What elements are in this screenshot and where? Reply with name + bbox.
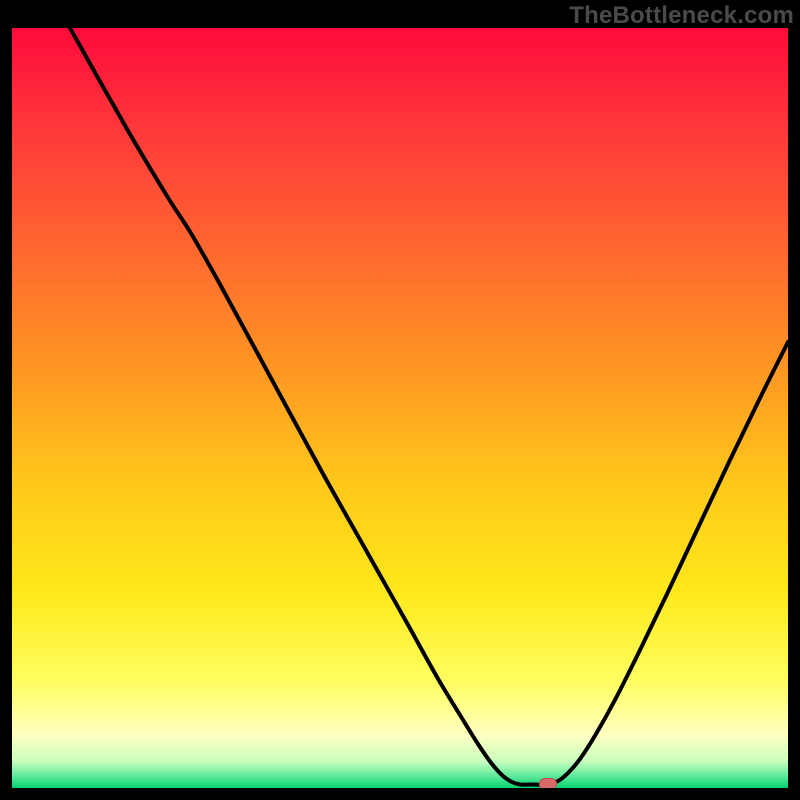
frame-right: [788, 0, 800, 800]
watermark-text: TheBottleneck.com: [569, 2, 794, 30]
optimal-point-marker: [539, 778, 557, 788]
plot-area: [12, 28, 788, 788]
curve-path: [70, 28, 788, 785]
frame-left: [0, 0, 12, 800]
frame-bottom: [0, 788, 800, 800]
bottleneck-curve: [12, 28, 788, 788]
